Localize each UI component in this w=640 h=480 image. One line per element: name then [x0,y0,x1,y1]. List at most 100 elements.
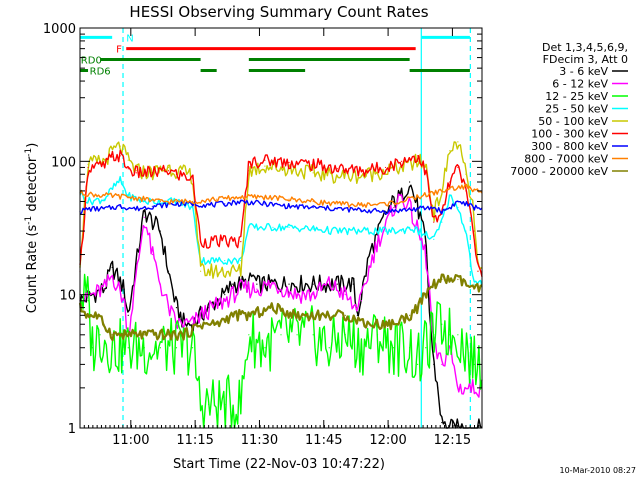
data-point [312,200,314,203]
data-point [433,192,435,194]
legend: Det 1,3,4,5,6,9,FDecim 3, Att 03 - 6 keV… [510,41,628,178]
data-point [425,253,427,256]
data-point [441,363,443,365]
data-point [99,334,101,336]
data-point [352,283,354,285]
data-point [417,196,419,198]
data-point [433,363,435,365]
data-point [344,334,346,336]
data-point [240,241,242,243]
data-point [328,347,330,349]
data-point [449,278,451,281]
data-point [264,165,266,167]
legend-entry-label: 25 - 50 keV [545,103,608,116]
data-point [473,230,475,232]
data-point [312,228,314,230]
data-point [232,314,234,316]
legend-entry-label: 12 - 25 keV [545,90,608,103]
data-point [360,209,362,211]
state-label: N [126,33,133,44]
data-point [457,334,459,336]
data-point [312,172,314,174]
data-point [417,306,419,309]
data-point [384,210,387,213]
data-point [159,200,161,203]
data-point [224,260,226,262]
data-point [135,170,137,172]
data-point [429,294,431,296]
data-point [465,203,467,205]
data-point [356,314,358,316]
data-point [457,206,459,209]
data-point [216,323,218,325]
data-point [127,314,129,316]
data-point [103,323,105,325]
data-point [91,347,93,349]
legend-entry-label: 800 - 7000 keV [524,153,608,166]
data-point [240,288,242,290]
data-point [224,294,226,296]
data-point [111,195,113,197]
data-point [312,163,314,165]
data-point [401,230,403,232]
data-point [296,334,298,336]
data-point [465,190,467,192]
data-point [87,163,89,165]
data-point [95,314,97,316]
data-point [433,238,435,240]
data-point [127,347,129,349]
data-point [417,155,419,157]
x-tick-label: 12:15 [434,433,471,448]
data-point [401,195,403,197]
data-point [473,288,475,290]
data-point [87,166,89,169]
data-point [87,314,89,316]
data-point [103,165,105,167]
series-trace [78,273,483,342]
data-point [312,334,314,336]
data-point [272,226,274,228]
data-point [360,300,362,302]
data-point [143,334,145,336]
data-point [111,156,113,158]
data-point [312,206,314,209]
series-line [79,175,483,288]
data-point [123,288,125,290]
y-axis-title-part: ) [25,143,40,148]
y-axis-title-superscript: -1 [24,216,34,225]
data-point [425,294,427,296]
data-point [127,196,129,198]
x-axis: 11:00 11:15 11:30 11:45 12:00 12:15 [79,28,480,448]
data-point [457,387,459,389]
data-point [175,173,178,175]
data-point [401,160,403,162]
plot-frame [79,27,483,429]
data-point [208,204,210,206]
data-point [175,200,178,203]
data-point [409,226,411,228]
data-point [409,314,411,316]
data-point [384,230,387,232]
x-tick-label: 11:15 [176,433,213,448]
data-point [159,230,161,232]
state-label: RD6 [90,67,111,78]
data-point [200,403,202,406]
data-point [360,175,362,177]
data-point [473,206,475,209]
x-tick-label: 11:45 [305,433,342,448]
data-point [103,288,105,290]
data-point [159,347,161,349]
data-point [433,206,435,209]
data-point [288,161,290,164]
data-point [191,206,194,209]
data-point [200,323,202,325]
data-point [183,323,186,325]
data-point [392,347,395,349]
data-point [449,195,451,197]
data-point [368,266,371,269]
data-point [224,403,226,406]
data-point [240,283,242,285]
data-point [417,230,419,232]
data-point [457,278,459,281]
data-point [401,209,403,211]
